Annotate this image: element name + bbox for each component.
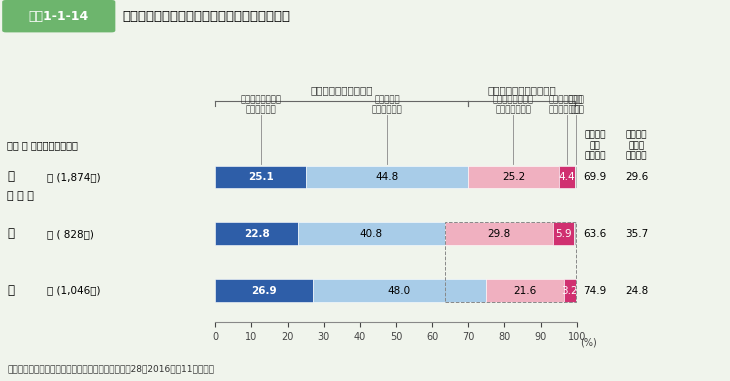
Text: 3.2: 3.2 [561, 286, 578, 296]
Text: 気をつけて
実践している: 気をつけて 実践している [372, 95, 402, 114]
Bar [306, 166, 468, 188]
Text: 図表1-1-14: 図表1-1-14 [28, 10, 89, 23]
Text: 性 (1,046人): 性 (1,046人) [47, 286, 101, 296]
Text: 22.8: 22.8 [244, 229, 269, 239]
Text: (%): (%) [580, 337, 597, 347]
Text: 35.7: 35.7 [625, 229, 648, 239]
Bar [215, 166, 306, 188]
Bar [575, 223, 577, 245]
Text: 29.8: 29.8 [488, 229, 510, 239]
Bar [298, 223, 445, 245]
Bar [564, 279, 576, 302]
Bar [445, 223, 553, 245]
Bar [468, 166, 559, 188]
Text: 40.8: 40.8 [360, 229, 383, 239]
Text: 資料：農林水産省「食育に関する意識調査」（平成28（2016）年11月実施）: 資料：農林水産省「食育に関する意識調査」（平成28（2016）年11月実施） [7, 364, 215, 373]
Text: 26.9: 26.9 [251, 286, 277, 296]
Text: 5.9: 5.9 [556, 229, 572, 239]
Text: 24.8: 24.8 [625, 286, 648, 296]
Bar [215, 223, 298, 245]
Text: 性 ( 828人): 性 ( 828人) [47, 229, 94, 239]
Bar [559, 166, 575, 188]
Bar [575, 166, 577, 188]
Text: 生活習慣病の予防や改善のための食生活の実践: 生活習慣病の予防や改善のための食生活の実践 [123, 10, 291, 23]
Text: ［ 性 ］: ［ 性 ］ [7, 191, 34, 201]
Text: 44.8: 44.8 [375, 172, 399, 182]
Text: 48.0: 48.0 [388, 286, 411, 296]
Text: 女: 女 [7, 284, 15, 297]
Text: 63.6: 63.6 [583, 229, 607, 239]
Text: 実践していない（小計）: 実践していない（小計） [487, 85, 556, 95]
Text: 数 (1,874人): 数 (1,874人) [47, 172, 101, 182]
Text: 21.6: 21.6 [513, 286, 537, 296]
Bar [215, 279, 312, 302]
Text: 25.2: 25.2 [502, 172, 525, 182]
Text: 25.1: 25.1 [247, 172, 274, 182]
Text: 実践して
いない
（小計）: 実践して いない （小計） [626, 131, 648, 160]
Text: あまり気をつけて
実践していない: あまり気をつけて 実践していない [493, 95, 534, 114]
Text: 実践している（小計）: 実践している（小計） [310, 85, 373, 95]
Text: 〔全 世 代〕（該当者数）: 〔全 世 代〕（該当者数） [7, 141, 78, 150]
Text: いつも気をつけて
実践している: いつも気をつけて 実践している [240, 95, 281, 114]
Text: 総: 総 [7, 170, 15, 183]
Bar [553, 223, 575, 245]
Text: 74.9: 74.9 [583, 286, 607, 296]
Text: 実践して
いる
（小計）: 実践して いる （小計） [584, 131, 606, 160]
Text: 男: 男 [7, 227, 15, 240]
Text: 全く気をつけて
実践していない: 全く気をつけて 実践していない [549, 95, 585, 114]
Bar [576, 279, 577, 302]
Bar [312, 279, 486, 302]
Text: 69.9: 69.9 [583, 172, 607, 182]
Text: わから
ない: わから ない [568, 95, 583, 114]
Text: 29.6: 29.6 [625, 172, 648, 182]
Text: 4.4: 4.4 [558, 172, 575, 182]
Bar [486, 279, 564, 302]
